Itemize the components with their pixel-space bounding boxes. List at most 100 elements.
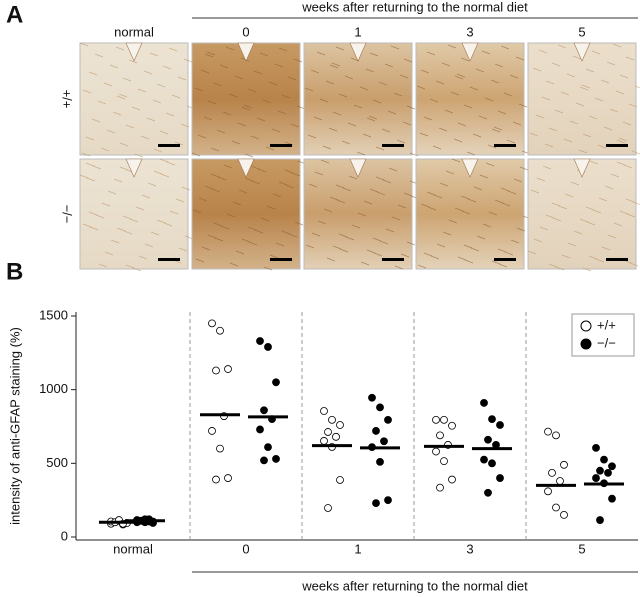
ventricle (573, 158, 591, 178)
fiber (285, 184, 295, 189)
fiber (488, 211, 498, 216)
fiber (115, 46, 125, 51)
data-point (484, 435, 492, 444)
fiber (450, 91, 460, 96)
fiber (448, 219, 458, 224)
fiber (479, 174, 489, 179)
fiber (104, 251, 114, 256)
fiber (356, 151, 366, 156)
fiber (456, 73, 466, 78)
fiber (317, 220, 327, 225)
data-point (320, 407, 328, 415)
data-point (264, 443, 272, 452)
fiber (192, 209, 202, 214)
fiber (85, 162, 95, 167)
fiber (347, 122, 357, 127)
fiber (165, 112, 175, 117)
fiber (564, 193, 574, 198)
fiber (140, 135, 150, 140)
fiber (216, 129, 226, 134)
fiber (592, 209, 602, 214)
fiber (399, 74, 409, 79)
fiber (260, 217, 270, 222)
fiber (634, 85, 640, 89)
fiber (253, 70, 263, 75)
fiber (400, 253, 410, 258)
fiber (460, 195, 470, 200)
scale-bar (382, 144, 404, 147)
data-point (604, 469, 612, 477)
fiber (579, 218, 589, 223)
fiber (560, 91, 570, 96)
fiber (122, 215, 132, 220)
fiber (519, 166, 529, 171)
fiber (366, 117, 376, 122)
data-point (448, 421, 456, 430)
fiber (457, 256, 467, 261)
data-point (208, 427, 216, 435)
fiber (545, 214, 555, 219)
fiber (160, 173, 170, 178)
fiber (536, 177, 546, 182)
fiber (281, 94, 291, 99)
fiber (220, 225, 230, 230)
x-tick-label: 1 (354, 541, 361, 556)
ventricle (349, 42, 367, 62)
fiber (194, 87, 204, 92)
fiber (288, 233, 298, 238)
fiber (618, 137, 628, 142)
fiber (129, 218, 139, 223)
fiber (530, 189, 540, 194)
fiber (369, 188, 379, 193)
fiber (558, 205, 568, 210)
fiber (451, 158, 461, 163)
fiber (500, 187, 510, 192)
fiber (416, 85, 426, 90)
data-point (320, 437, 328, 445)
fiber (79, 174, 89, 179)
scale-bar (494, 144, 516, 147)
fiber (472, 133, 482, 138)
fiber (86, 177, 96, 182)
fiber (610, 173, 620, 178)
column-label: 0 (242, 24, 249, 39)
fiber (376, 191, 386, 196)
legend-marker (580, 320, 592, 332)
fiber (616, 161, 626, 166)
fiber (494, 199, 504, 204)
fiber (515, 56, 525, 61)
fiber (278, 47, 288, 52)
fiber (473, 186, 483, 191)
fiber (444, 109, 454, 114)
fiber (177, 76, 187, 81)
fiber (107, 190, 117, 195)
data-point (336, 476, 344, 484)
fiber (545, 80, 555, 85)
fiber (582, 267, 592, 272)
fiber (419, 132, 429, 137)
fiber (204, 53, 214, 58)
fiber (507, 190, 517, 195)
fiber (163, 222, 173, 227)
fiber (561, 254, 571, 259)
fiber (548, 263, 558, 268)
fiber (623, 164, 633, 169)
fiber (501, 202, 511, 207)
fiber (271, 128, 281, 133)
fiber (527, 250, 537, 255)
fiber (429, 98, 439, 103)
fiber (613, 222, 623, 227)
fiber (585, 206, 595, 211)
fiber (497, 248, 507, 253)
data-point (552, 431, 560, 440)
fiber (79, 42, 89, 47)
fiber (217, 176, 227, 181)
data-point (216, 444, 224, 453)
data-point (544, 427, 552, 436)
fiber (498, 263, 508, 268)
fiber (433, 194, 443, 199)
scale-bar (270, 258, 292, 261)
fiber (339, 248, 349, 253)
fiber (439, 182, 449, 187)
fiber (539, 226, 549, 231)
